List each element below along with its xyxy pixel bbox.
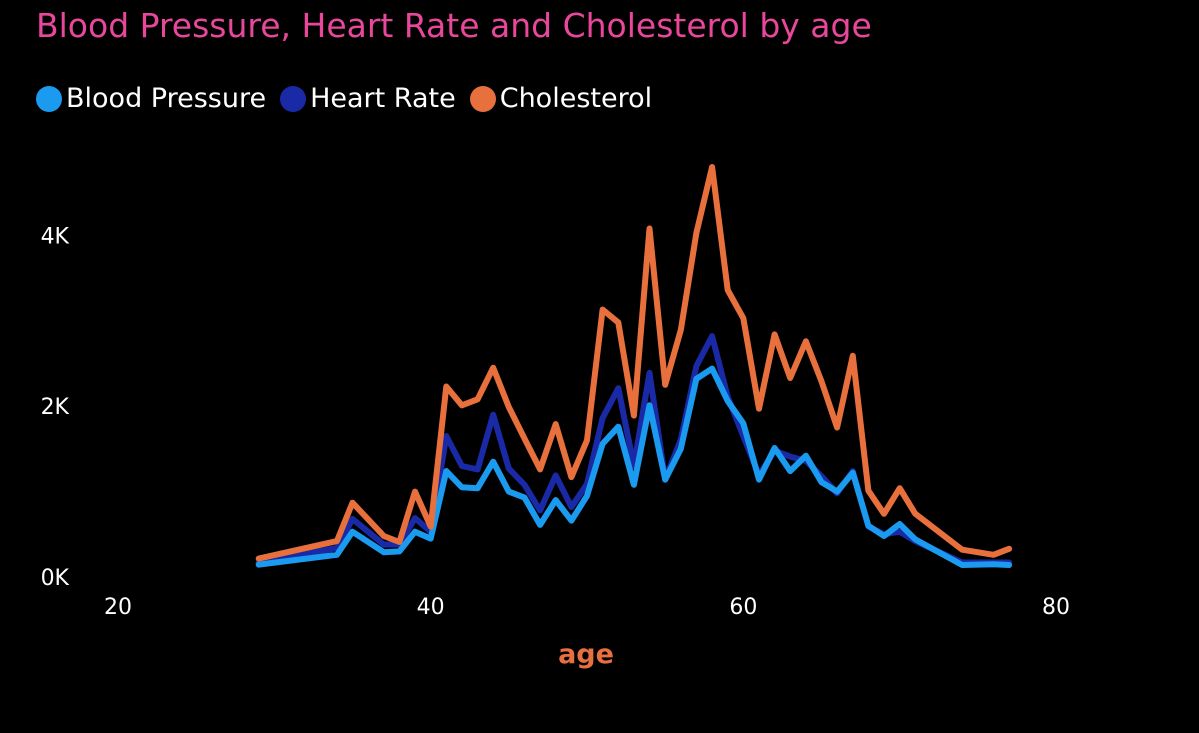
legend-swatch-cholesterol: [469, 86, 496, 112]
chart-title: Blood Pressure, Heart Rate and Cholester…: [36, 6, 872, 45]
series-line-cholesterol[interactable]: [255, 164, 1013, 562]
legend-item-blood-pressure[interactable]: Blood Pressure: [36, 81, 266, 117]
series-line-blood-pressure[interactable]: [255, 365, 1013, 568]
x-tick-label: 80: [1042, 595, 1070, 620]
legend: Blood Pressure Heart Rate Cholesterol: [36, 81, 666, 117]
y-axis: 0K 2K 4K: [41, 224, 70, 591]
legend-swatch-blood-pressure: [36, 86, 62, 112]
x-tick-label: 20: [104, 595, 132, 620]
legend-label-blood-pressure: Blood Pressure: [66, 83, 267, 114]
legend-item-heart-rate[interactable]: Heart Rate: [280, 81, 456, 117]
x-axis: 20 40 60 80: [104, 595, 1070, 620]
legend-label-cholesterol: Cholesterol: [499, 83, 653, 114]
x-tick-label: 40: [417, 595, 445, 620]
legend-label-heart-rate: Heart Rate: [310, 83, 456, 114]
legend-item-cholesterol[interactable]: Cholesterol: [469, 81, 653, 117]
x-tick-label: 60: [729, 595, 757, 620]
y-tick-label: 4K: [41, 224, 70, 249]
series-lines: [255, 164, 1013, 568]
y-tick-label: 0K: [41, 566, 70, 591]
x-axis-title: age: [558, 639, 614, 670]
legend-swatch-heart-rate: [280, 86, 307, 112]
y-tick-label: 2K: [41, 395, 70, 420]
